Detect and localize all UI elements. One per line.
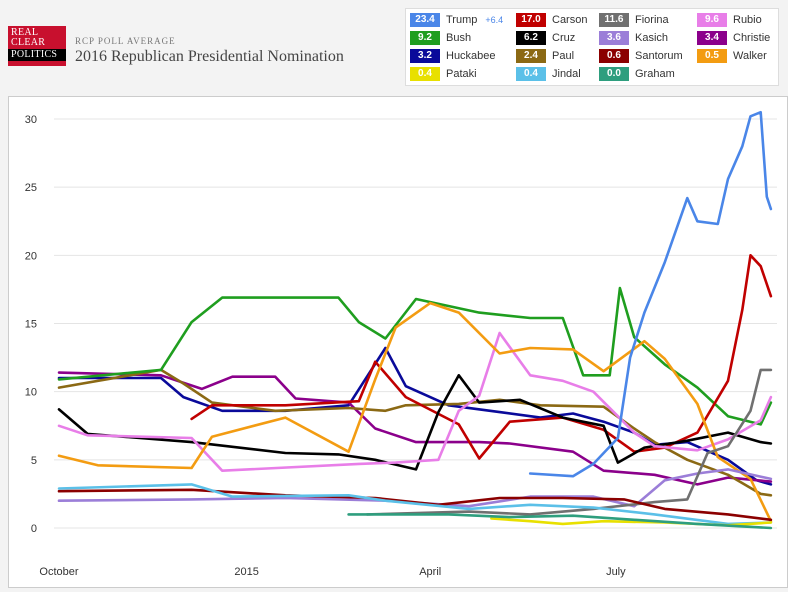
legend-value: 11.6 xyxy=(599,13,629,27)
rcp-logo: REAL CLEAR POLITICS xyxy=(8,26,66,66)
legend-item-graham[interactable]: 0.0 Graham xyxy=(599,67,675,81)
legend-label: Jindal xyxy=(552,68,581,80)
series-line-jindal xyxy=(57,483,773,526)
legend-label: Cruz xyxy=(552,32,576,44)
legend-label: Rubio xyxy=(733,14,762,26)
legend-item-jindal[interactable]: 0.4 Jindal xyxy=(516,67,581,81)
legend-label: Graham xyxy=(635,68,675,80)
legend-label: Walker xyxy=(733,50,767,62)
chart-kicker: RCP Poll Average xyxy=(75,36,176,46)
legend-item-fiorina[interactable]: 11.6 Fiorina xyxy=(599,13,669,27)
chart-legend: 23.4 Trump +6.4 17.0 Carson 11.6 Fiorina 9.6 Rub… xyxy=(405,8,779,86)
x-tick-label: April xyxy=(419,566,441,578)
legend-value: 17.0 xyxy=(516,13,546,27)
series-line-bush xyxy=(57,286,773,426)
legend-value: 0.4 xyxy=(516,67,546,81)
logo-line-2: CLEAR xyxy=(11,37,46,48)
legend-label: Trump xyxy=(446,14,478,26)
series-line-huckabee xyxy=(57,346,773,486)
legend-value: 9.2 xyxy=(410,31,440,45)
legend-value: 9.6 xyxy=(697,13,727,27)
series-line-walker xyxy=(57,301,773,523)
legend-label: Kasich xyxy=(635,32,669,44)
legend-item-pataki[interactable]: 0.4 Pataki xyxy=(410,67,477,81)
series-line-graham xyxy=(347,513,773,530)
legend-item-santorum[interactable]: 0.6 Santorum xyxy=(599,49,683,63)
legend-value: 6.2 xyxy=(516,31,546,45)
legend-item-carson[interactable]: 17.0 Carson xyxy=(516,13,587,27)
line-chart: 0 5 10 15 20 25 30 October 2015 April July xyxy=(25,110,777,578)
y-tick-label: 10 xyxy=(25,387,37,399)
series-line-rubio xyxy=(57,331,773,472)
series-line-christie xyxy=(57,371,773,486)
legend-value: 23.4 xyxy=(410,13,440,27)
y-tick-label: 25 xyxy=(25,182,37,194)
legend-value: 0.5 xyxy=(697,49,727,63)
legend-change: +6.4 xyxy=(485,15,504,25)
legend-value: 3.4 xyxy=(697,31,727,45)
legend-label: Paul xyxy=(552,50,575,62)
legend-value: 3.2 xyxy=(410,49,440,63)
x-tick-label: October xyxy=(39,566,78,578)
legend-item-kasich[interactable]: 3.6 Kasich xyxy=(599,31,668,45)
y-tick-label: 20 xyxy=(25,250,37,262)
series-line-santorum xyxy=(57,488,773,522)
legend-item-trump[interactable]: 23.4 Trump +6.4 xyxy=(410,13,503,27)
legend-label: Christie xyxy=(733,32,771,44)
legend-label: Pataki xyxy=(446,68,477,80)
legend-item-bush[interactable]: 9.2 Bush xyxy=(410,31,471,45)
legend-item-paul[interactable]: 2.4 Paul xyxy=(516,49,574,63)
logo-line-1: REAL xyxy=(11,27,39,38)
series-line-fiorina xyxy=(365,368,773,516)
legend-item-christie[interactable]: 3.4 Christie xyxy=(697,31,770,45)
legend-value: 0.4 xyxy=(410,67,440,81)
legend-label: Fiorina xyxy=(635,14,669,26)
legend-item-rubio[interactable]: 9.6 Rubio xyxy=(697,13,762,27)
series-line-carson xyxy=(190,254,773,460)
legend-label: Santorum xyxy=(635,50,683,62)
legend-label: Bush xyxy=(446,32,472,44)
legend-value: 0.6 xyxy=(599,49,629,63)
legend-item-cruz[interactable]: 6.2 Cruz xyxy=(516,31,575,45)
legend-label: Carson xyxy=(552,14,588,26)
y-tick-label: 0 xyxy=(31,523,37,535)
legend-item-huckabee[interactable]: 3.2 Huckabee xyxy=(410,49,496,63)
y-tick-label: 5 xyxy=(31,455,37,467)
legend-value: 3.6 xyxy=(599,31,629,45)
y-tick-label: 30 xyxy=(25,114,37,126)
logo-line-3: POLITICS xyxy=(8,49,66,61)
legend-value: 2.4 xyxy=(516,49,546,63)
x-tick-label: July xyxy=(606,566,626,578)
chart-title: 2016 Republican Presidential Nomination xyxy=(75,48,344,65)
chart-area: 0 5 10 15 20 25 30 October 2015 April July xyxy=(8,96,788,588)
legend-value: 0.0 xyxy=(599,67,629,81)
legend-label: Huckabee xyxy=(446,50,496,62)
series-line-cruz xyxy=(57,374,773,471)
series-line-kasich xyxy=(57,468,773,508)
y-tick-label: 15 xyxy=(25,319,37,331)
x-tick-label: 2015 xyxy=(234,566,258,578)
legend-item-walker[interactable]: 0.5 Walker xyxy=(697,49,767,63)
series-line-trump xyxy=(528,110,773,478)
